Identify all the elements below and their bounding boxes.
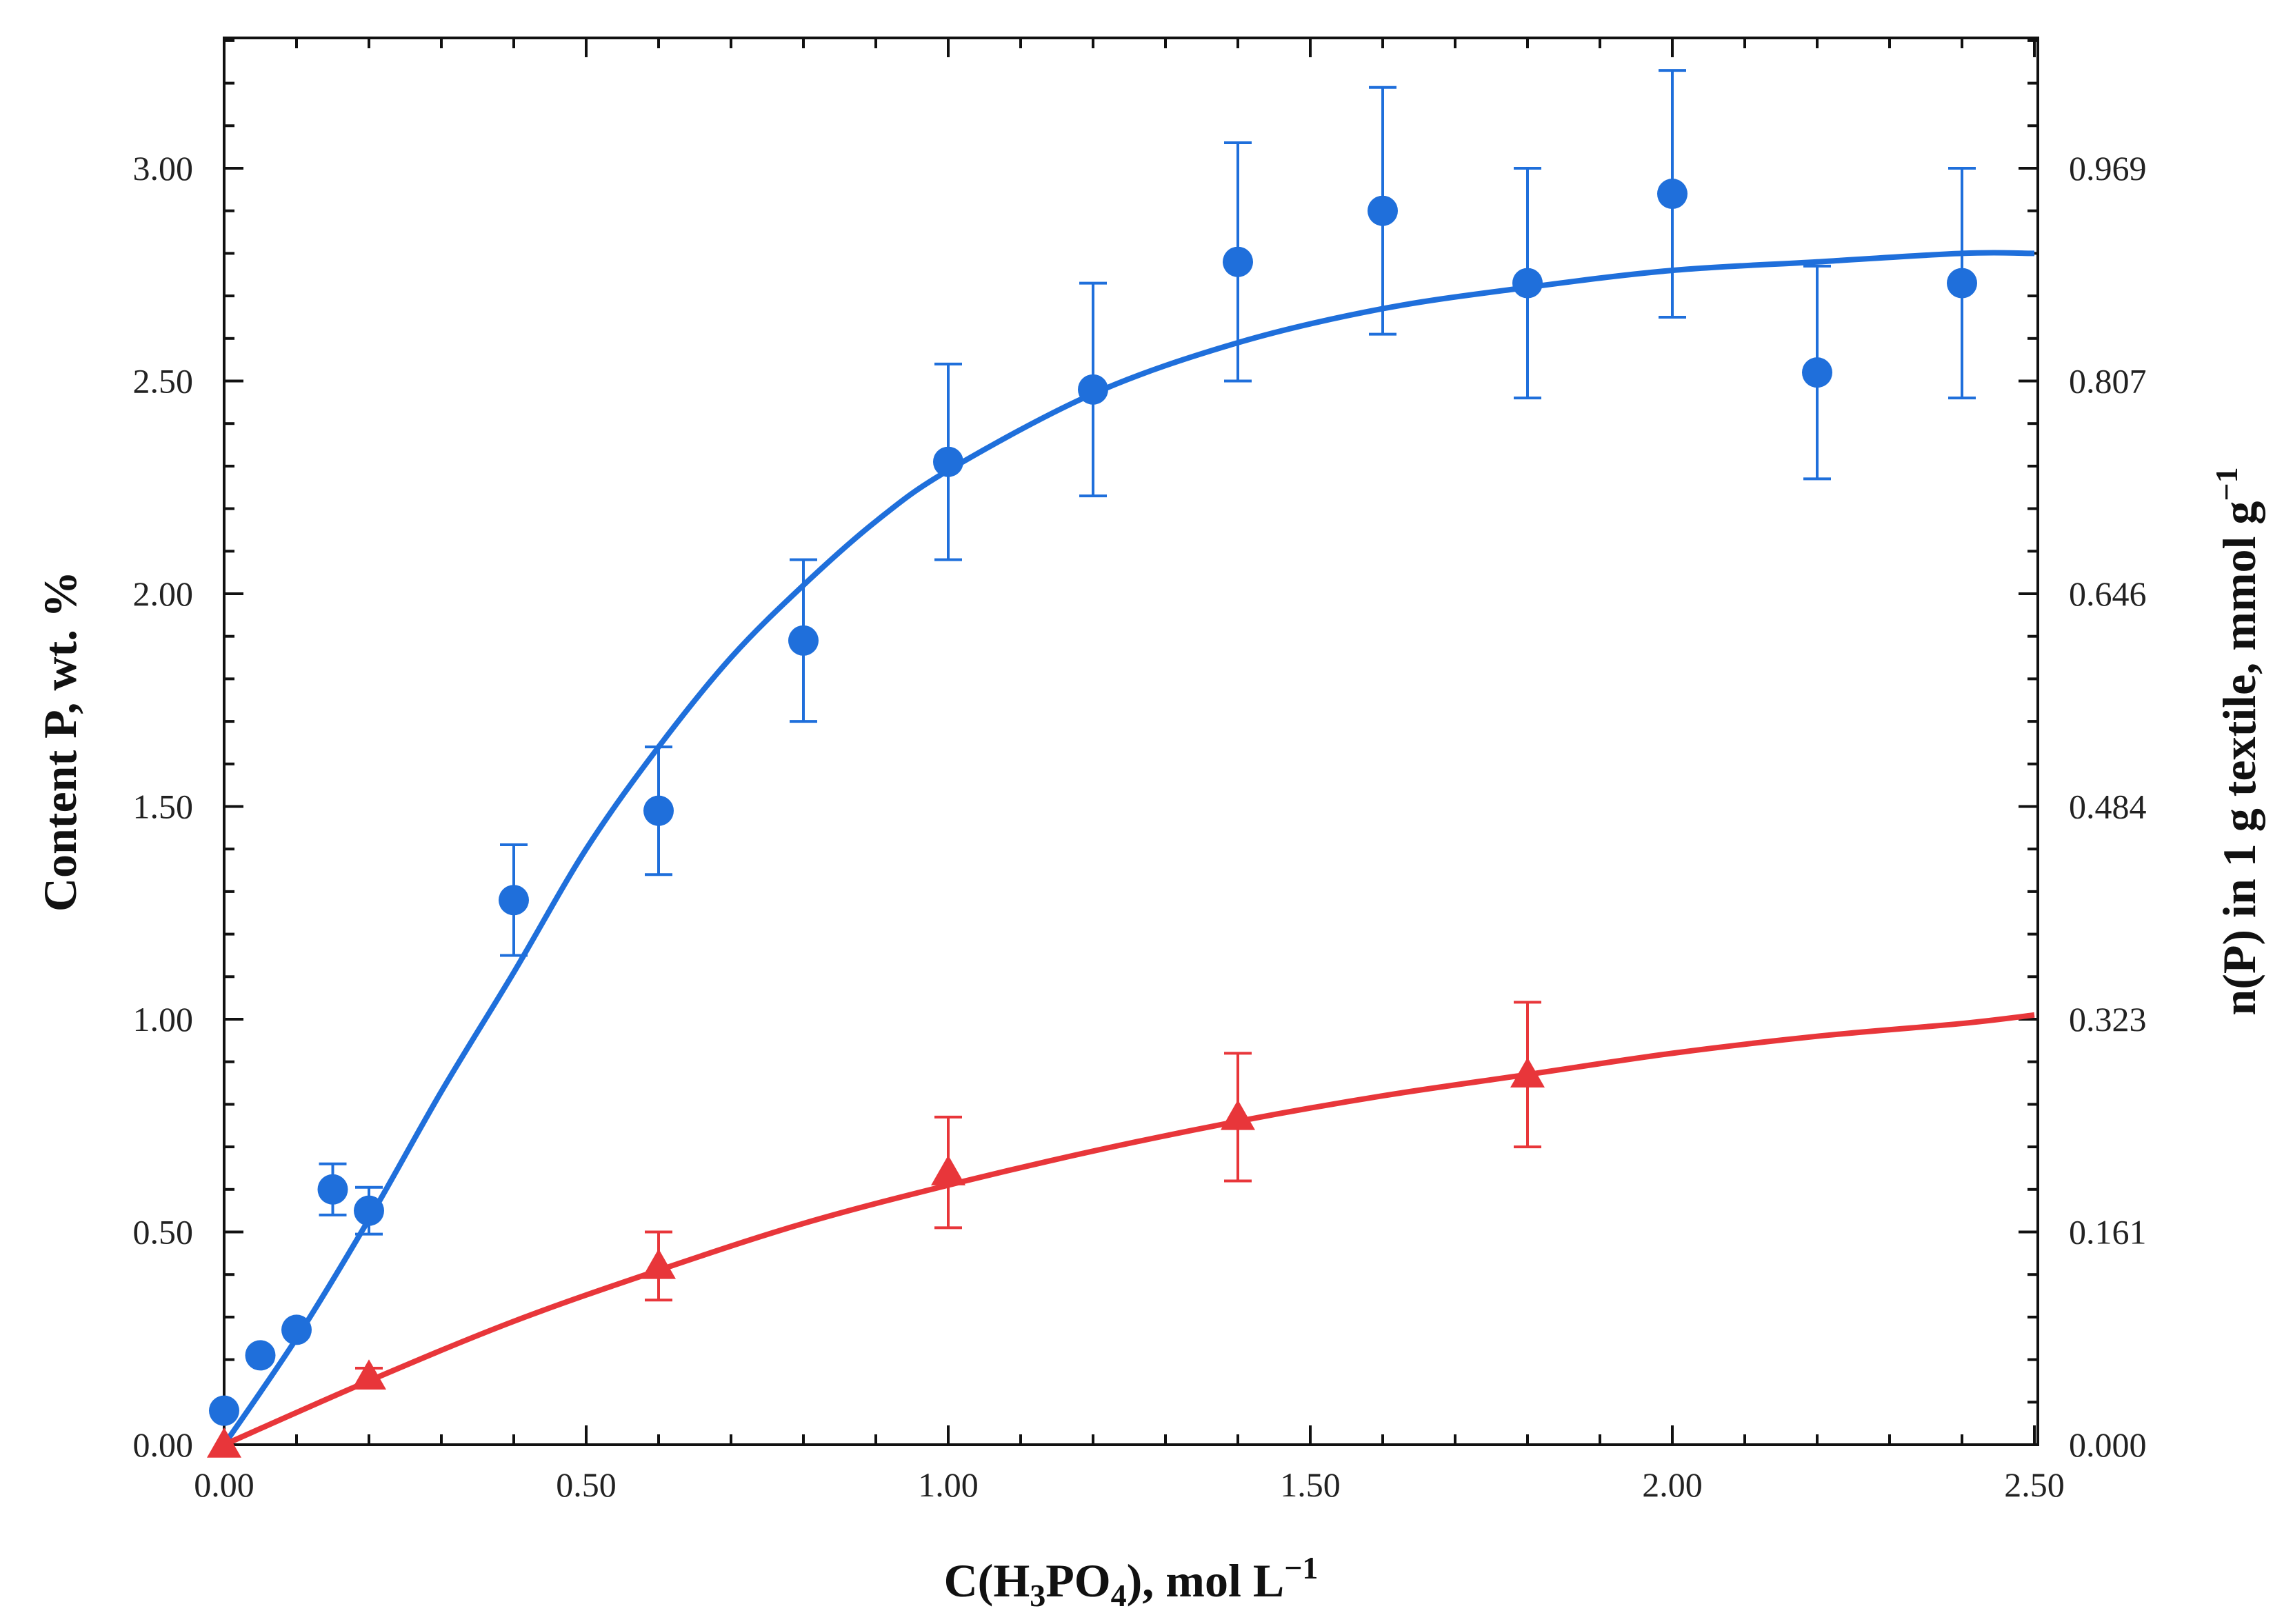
plot-frame [223, 37, 2039, 1446]
y2-tick-label: 0.161 [2069, 1213, 2147, 1252]
data-point-triangle [207, 1427, 241, 1458]
y2-tick-label: 0.323 [2069, 1000, 2147, 1039]
data-point-triangle [352, 1359, 386, 1390]
fit-curve-2 [223, 1012, 2035, 1447]
y-tick-label: 1.00 [133, 1000, 194, 1039]
y2-axis-title: n(P) in 1 g textile, mmol g−1 [2209, 467, 2265, 1015]
data-point-circle [1368, 195, 1398, 226]
data-point-circle [499, 885, 529, 916]
x-axis-title: C(H3PO4), mol L−1 [944, 1550, 1319, 1613]
fit-curves [221, 250, 2035, 1447]
data-point-circle [643, 795, 674, 826]
fit-curve-1 [221, 250, 2035, 1447]
data-points [207, 179, 1977, 1458]
data-point-circle [354, 1195, 384, 1226]
data-point-circle [1657, 179, 1688, 210]
y2-tick-label: 0.646 [2069, 574, 2147, 613]
x-tick-label: 0.00 [194, 1465, 254, 1504]
data-point-triangle [1221, 1099, 1255, 1130]
y2-tick-label: 0.969 [2069, 149, 2147, 188]
data-point-triangle [931, 1155, 965, 1185]
x-tick-label: 2.50 [2004, 1465, 2065, 1504]
data-point-circle [933, 446, 963, 477]
data-point-circle [1223, 246, 1253, 277]
tick-labels: 0.00 0.50 1.00 1.50 2.00 2.50 0.00 0.50 1.00 1.50… [133, 149, 2147, 1504]
y-tick-label: 2.00 [133, 574, 194, 613]
x-tick-label: 1.00 [918, 1465, 979, 1504]
data-point-circle [788, 625, 819, 656]
y2-tick-label: 0.000 [2069, 1425, 2147, 1464]
y-tick-label: 0.00 [133, 1425, 194, 1464]
data-point-circle [245, 1340, 276, 1371]
data-point-circle [281, 1314, 312, 1345]
data-point-circle [317, 1174, 348, 1205]
y-tick-label: 1.50 [133, 788, 194, 826]
data-point-circle [1947, 268, 1977, 299]
x-tick-label: 1.50 [1280, 1465, 1341, 1504]
y-tick-label: 3.00 [133, 149, 194, 188]
y-axis-title: Content P, wt. % [34, 571, 86, 912]
data-point-triangle [1510, 1057, 1545, 1087]
y-tick-label: 2.50 [133, 362, 194, 401]
data-point-circle [1512, 268, 1543, 299]
y-tick-label: 0.50 [133, 1213, 194, 1252]
y2-tick-label: 0.484 [2069, 788, 2147, 826]
axis-ticks [223, 38, 2038, 1446]
data-point-circle [1078, 374, 1108, 405]
data-point-circle [1802, 357, 1832, 388]
y2-tick-label: 0.807 [2069, 362, 2147, 401]
x-tick-label: 0.50 [556, 1465, 617, 1504]
data-point-circle [209, 1395, 239, 1426]
data-point-triangle [641, 1248, 676, 1279]
x-tick-label: 2.00 [1642, 1465, 1703, 1504]
